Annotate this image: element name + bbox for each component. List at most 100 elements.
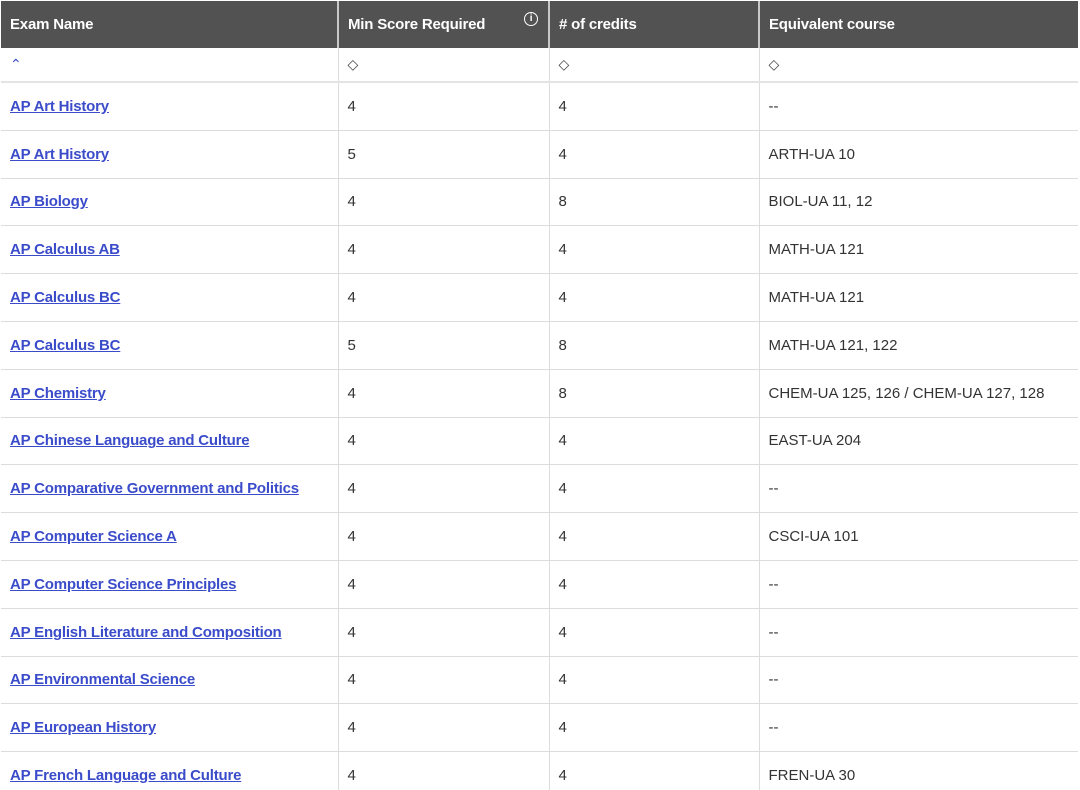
exam-name-cell: AP Computer Science Principles	[1, 560, 339, 609]
min-score-cell: 4	[338, 608, 550, 657]
table-row: AP English Literature and Composition 4 4-…	[1, 608, 1078, 657]
credits-cell: 4	[549, 512, 760, 561]
exam-name-link[interactable]: AP Art History	[10, 97, 109, 115]
header-min-score-label: Min Score Required	[348, 16, 486, 33]
exam-name-cell: AP English Literature and Composition	[1, 608, 339, 657]
exam-name-link[interactable]: AP Computer Science Principles	[10, 575, 237, 593]
min-score-cell: 5	[338, 321, 550, 370]
credits-cell: 4	[549, 751, 760, 790]
credits-cell: 8	[549, 369, 760, 418]
min-score-cell: 4	[338, 751, 550, 790]
table-row: AP Art History 4 4 --	[1, 82, 1078, 131]
exam-name-link[interactable]: AP Computer Science A	[10, 528, 177, 546]
equivalent-course-cell: EAST-UA 204	[759, 417, 1078, 466]
min-score-cell: 4	[338, 464, 550, 514]
exam-name-cell: AP Calculus BC	[1, 321, 339, 370]
table-row: AP Calculus AB 4 4 MATH-UA 121	[1, 225, 1078, 275]
equivalent-course-cell: --	[759, 608, 1078, 657]
credits-cell: 4	[549, 225, 760, 275]
exam-name-link[interactable]: AP Comparative Government and Politics	[10, 480, 299, 498]
exam-name-link[interactable]: AP Environmental Science	[10, 671, 195, 689]
equivalent-course-cell: MATH-UA 121	[759, 225, 1078, 275]
exam-name-cell: AP Biology	[1, 178, 339, 227]
exam-name-cell: AP Calculus BC	[1, 273, 339, 322]
equivalent-course-cell: CSCI-UA 101	[759, 512, 1078, 561]
credits-cell: 4	[549, 273, 760, 322]
exam-name-link[interactable]: AP Art History	[10, 145, 109, 163]
min-score-cell: 5	[338, 130, 550, 179]
exam-name-cell: AP Art History	[1, 82, 339, 131]
exam-name-link[interactable]: AP Calculus BC	[10, 336, 121, 354]
table-row: AP Art History 5 4 ARTH-UA 10	[1, 130, 1078, 179]
min-score-cell: 4	[338, 273, 550, 322]
credits-cell: 4	[549, 82, 760, 131]
min-score-cell: 4	[338, 656, 550, 705]
table-row: AP Environmental Science 4 4 --	[1, 656, 1078, 705]
equivalent-course-cell: --	[759, 464, 1078, 514]
credits-cell: 4	[549, 464, 760, 514]
equivalent-course-cell: --	[759, 703, 1078, 753]
credits-cell: 4	[549, 656, 760, 705]
equivalent-course-cell: BIOL-UA 11, 12	[759, 178, 1078, 227]
equivalent-course-cell: FREN-UA 30	[759, 751, 1078, 790]
table-row: AP Comparative Government and Politics 4 4…	[1, 464, 1078, 514]
header-min-score[interactable]: Min Score Required i	[338, 1, 550, 48]
exam-name-link[interactable]: AP French Language and Culture	[10, 767, 242, 785]
equivalent-course-cell: --	[759, 82, 1078, 131]
exam-name-cell: AP French Language and Culture	[1, 751, 339, 790]
credits-cell: 4	[549, 703, 760, 753]
table-row: AP European History 4 4 --	[1, 703, 1078, 753]
table-row: AP Computer Science A 4 4 CSCI-UA 101	[1, 512, 1078, 561]
min-score-cell: 4	[338, 560, 550, 609]
equivalent-course-cell: CHEM-UA 125, 126 / CHEM-UA 127, 128	[759, 369, 1078, 418]
equivalent-course-cell: MATH-UA 121	[759, 273, 1078, 322]
min-score-cell: 4	[338, 703, 550, 753]
credits-cell: 4	[549, 608, 760, 657]
credits-cell: 8	[549, 178, 760, 227]
sort-row: ⌃ ◇ ◇ ◇	[1, 48, 1078, 83]
credits-cell: 4	[549, 417, 760, 466]
exam-name-link[interactable]: AP Calculus BC	[10, 289, 121, 307]
exam-name-link[interactable]: AP European History	[10, 719, 156, 737]
exam-name-cell: AP Environmental Science	[1, 656, 339, 705]
table-row: AP Calculus BC 5 8 MATH-UA 121, 122	[1, 321, 1078, 370]
chevron-up-icon[interactable]: ⌃	[10, 56, 22, 72]
min-score-cell: 4	[338, 82, 550, 131]
exam-name-cell: AP Chinese Language and Culture	[1, 417, 339, 466]
exam-name-cell: AP Art History	[1, 130, 339, 179]
header-row: Exam Name Min Score Required i # of credi…	[1, 1, 1078, 48]
sort-diamond-icon[interactable]: ◇	[347, 56, 359, 72]
table-row: AP Chinese Language and Culture 4 4 EAST-UA…	[1, 417, 1078, 466]
exam-name-link[interactable]: AP Biology	[10, 193, 88, 211]
table-row: AP Biology 4 8 BIOL-UA 11, 12	[1, 178, 1078, 227]
equivalent-course-cell: ARTH-UA 10	[759, 130, 1078, 179]
sort-diamond-icon[interactable]: ◇	[558, 56, 570, 72]
equivalent-course-cell: --	[759, 656, 1078, 705]
credits-cell: 4	[549, 130, 760, 179]
exam-name-cell: AP Calculus AB	[1, 225, 339, 275]
exam-name-link[interactable]: AP Chinese Language and Culture	[10, 432, 250, 450]
header-exam-name[interactable]: Exam Name	[1, 1, 339, 48]
header-equivalent-course[interactable]: Equivalent course	[759, 1, 1078, 48]
exam-name-link[interactable]: AP English Literature and Composition	[10, 623, 282, 641]
table-row: AP French Language and Culture 4 4 FREN-UA …	[1, 751, 1078, 790]
exam-name-link[interactable]: AP Chemistry	[10, 384, 106, 402]
exam-name-link[interactable]: AP Calculus AB	[10, 241, 120, 259]
table-row: AP Calculus BC 4 4 MATH-UA 121	[1, 273, 1078, 322]
credits-cell: 8	[549, 321, 760, 370]
exam-name-cell: AP Computer Science A	[1, 512, 339, 561]
min-score-cell: 4	[338, 369, 550, 418]
min-score-cell: 4	[338, 512, 550, 561]
credits-cell: 4	[549, 560, 760, 609]
sort-diamond-icon[interactable]: ◇	[768, 56, 780, 72]
exam-name-cell: AP Comparative Government and Politics	[1, 464, 339, 514]
min-score-cell: 4	[338, 417, 550, 466]
exam-name-cell: AP European History	[1, 703, 339, 753]
min-score-cell: 4	[338, 178, 550, 227]
header-credits[interactable]: # of credits	[549, 1, 760, 48]
table-row: AP Chemistry 4 8 CHEM-UA 125, 126 / CHEM-UA…	[1, 369, 1078, 418]
table-row: AP Computer Science Principles 4 4 --	[1, 560, 1078, 609]
info-icon[interactable]: i	[524, 12, 538, 26]
min-score-cell: 4	[338, 225, 550, 275]
